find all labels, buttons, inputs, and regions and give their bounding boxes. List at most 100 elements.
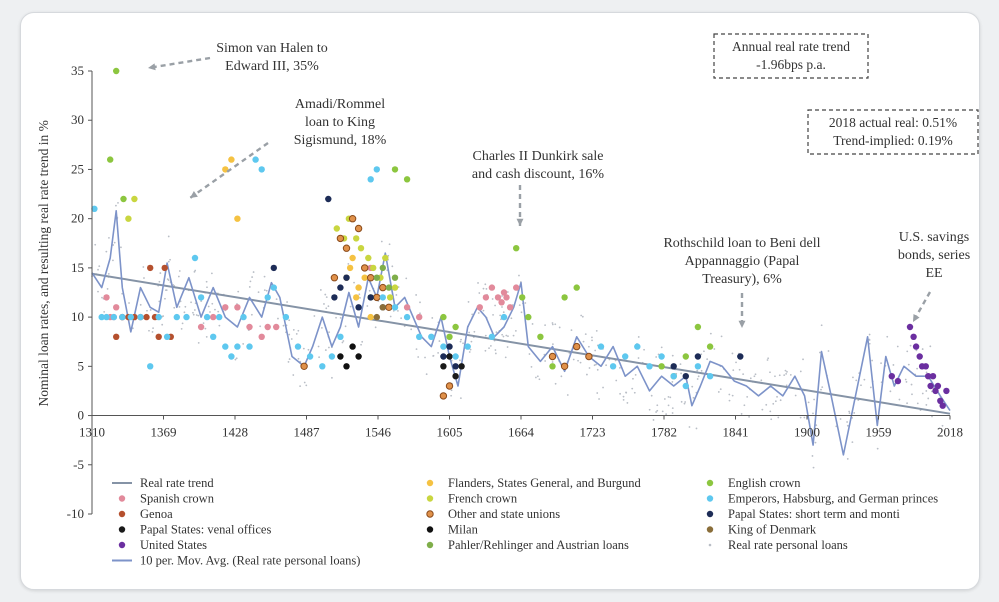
legend-label: French crown	[448, 492, 518, 506]
personal-loan-point	[395, 294, 398, 296]
personal-loan-point	[579, 361, 582, 364]
data-point	[294, 343, 302, 350]
legend-item: English crown	[706, 476, 801, 490]
personal-loan-point	[827, 350, 830, 352]
personal-loan-point	[484, 349, 487, 352]
personal-loan-point	[622, 395, 625, 398]
personal-loan-point	[921, 392, 924, 395]
annotation-text: Charles II Dunkirk sale	[472, 149, 603, 164]
personal-loan-point	[619, 392, 622, 395]
annotation-text: Sigismund, 18%	[294, 133, 387, 148]
legend-dot-swatch	[426, 479, 434, 487]
legend-label: Other and state unions	[448, 507, 560, 521]
personal-loan-point	[596, 392, 599, 394]
personal-loan-point	[667, 395, 670, 398]
personal-loan-point	[754, 373, 757, 376]
personal-loan-point	[288, 358, 291, 360]
personal-loan-point	[605, 364, 608, 367]
personal-loan-point	[107, 272, 110, 275]
personal-loan-point	[584, 333, 587, 335]
personal-loan-point	[799, 416, 802, 419]
personal-loan-point	[325, 307, 328, 310]
legend-label: English crown	[728, 476, 801, 490]
personal-loan-point	[318, 356, 321, 359]
y-tick-label: 10	[71, 309, 84, 324]
data-point	[333, 225, 340, 232]
personal-loan-point	[361, 340, 364, 343]
personal-loan-point	[477, 312, 480, 314]
legend-dot-swatch	[118, 526, 126, 533]
legend-item: Other and state unions	[426, 507, 560, 521]
data-point	[428, 333, 435, 340]
personal-loan-point	[288, 333, 291, 336]
personal-loan-point	[181, 322, 184, 325]
x-tick-label: 1310	[79, 425, 105, 440]
info-box	[713, 33, 869, 79]
data-point	[355, 304, 362, 311]
personal-loan-point	[328, 331, 331, 334]
data-point	[694, 323, 702, 331]
legend-dot-swatch	[426, 526, 434, 533]
personal-loan-point	[820, 388, 822, 391]
data-point	[228, 156, 235, 163]
personal-loan-point	[696, 378, 699, 380]
personal-loan-point	[494, 304, 496, 307]
personal-loan-point	[218, 324, 221, 327]
personal-loan-point	[544, 360, 547, 362]
personal-loan-point	[313, 315, 316, 317]
annotation-text: EE	[925, 266, 942, 281]
data-point	[440, 353, 447, 360]
personal-loan-point	[217, 310, 220, 313]
annotation-arrow	[189, 142, 269, 199]
personal-loan-point	[634, 373, 637, 376]
personal-loan-point	[190, 301, 192, 304]
data-point	[658, 363, 665, 370]
data-point	[354, 224, 363, 233]
data-point	[113, 67, 120, 75]
personal-loan-point	[916, 402, 919, 405]
data-point	[682, 353, 689, 360]
data-point	[706, 373, 714, 380]
data-point	[894, 377, 902, 385]
personal-loan-point	[263, 275, 266, 278]
personal-loan-point	[200, 300, 203, 302]
personal-loan-point	[265, 289, 268, 292]
personal-loan-point	[794, 394, 797, 397]
legend-dot-swatch	[118, 510, 126, 518]
data-point	[373, 313, 380, 321]
personal-loan-point	[530, 366, 533, 368]
legend-dot-swatch	[426, 510, 434, 518]
personal-loan-point	[580, 314, 583, 317]
data-point	[355, 284, 362, 291]
personal-loan-point	[112, 244, 115, 246]
personal-loan-point	[425, 373, 428, 376]
personal-loan-point	[342, 340, 345, 342]
personal-loan-point	[735, 361, 737, 364]
personal-loan-point	[588, 367, 591, 369]
personal-loan-point	[344, 325, 347, 328]
personal-loan-point	[706, 358, 709, 361]
data-point	[682, 373, 689, 380]
personal-loan-point	[173, 306, 176, 309]
data-point	[458, 363, 465, 370]
personal-loan-point	[648, 408, 651, 411]
personal-loan-point	[469, 348, 472, 351]
personal-loan-point	[851, 441, 854, 444]
personal-loan-point	[671, 354, 674, 357]
data-point	[694, 353, 702, 360]
legend-dot-swatch	[706, 495, 714, 502]
y-tick-label: -10	[67, 506, 84, 521]
data-point	[391, 166, 399, 173]
personal-loan-point	[167, 235, 170, 238]
personal-loan-point	[450, 394, 453, 397]
personal-loan-point	[738, 368, 741, 371]
data-point	[573, 342, 581, 351]
personal-loan-point	[112, 259, 114, 262]
personal-loan-point	[688, 426, 691, 428]
personal-loan-point	[637, 336, 640, 338]
legend-label: King of Denmark	[728, 523, 817, 537]
data-point	[282, 313, 290, 321]
data-point	[446, 343, 453, 350]
personal-loan-point	[349, 305, 352, 308]
personal-loan-point	[904, 378, 907, 381]
